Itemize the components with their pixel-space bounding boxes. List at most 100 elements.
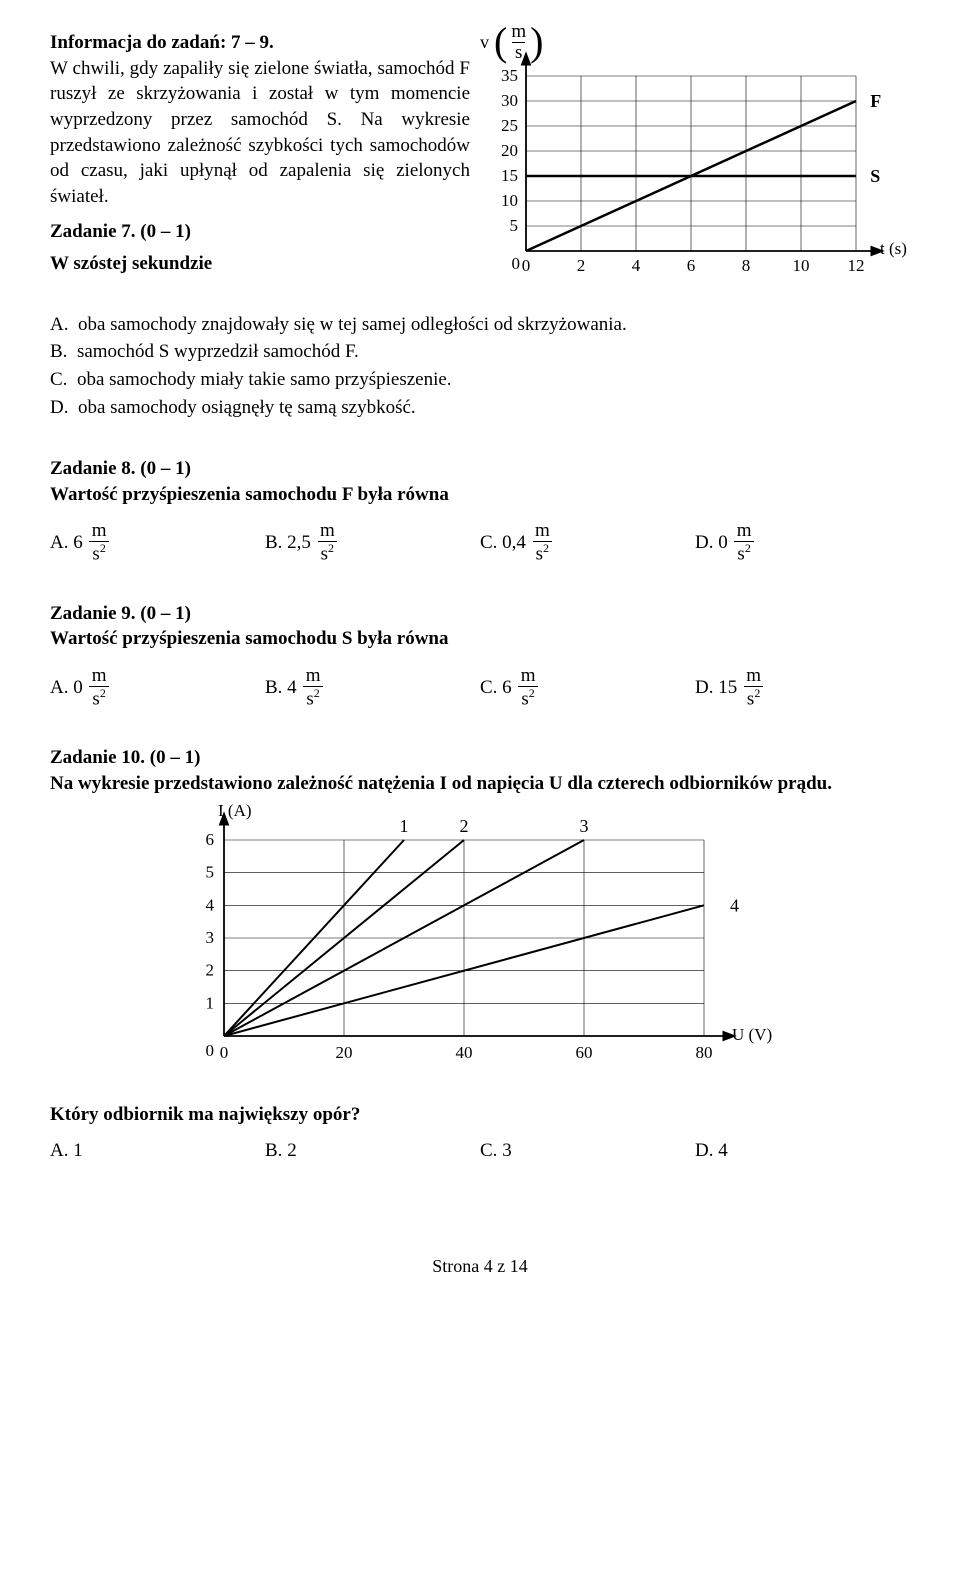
svg-text:4: 4 bbox=[632, 256, 641, 275]
task7-d-text: oba samochody osiągnęły tę samą szybkość… bbox=[78, 397, 416, 418]
t10-ld: D. bbox=[695, 1140, 713, 1161]
svg-text:4: 4 bbox=[206, 896, 215, 915]
task10-opt-a: A. 1 bbox=[50, 1138, 265, 1164]
svg-text:0: 0 bbox=[220, 1043, 229, 1062]
task7-answer-a: A. oba samochody znajdowały się w tej sa… bbox=[50, 312, 910, 338]
svg-text:80: 80 bbox=[696, 1043, 713, 1062]
t10-c: 3 bbox=[502, 1140, 512, 1161]
svg-text:5: 5 bbox=[510, 216, 519, 235]
svg-text:25: 25 bbox=[501, 116, 518, 135]
chart1-y-var: v bbox=[480, 30, 489, 54]
task9-opt-c: C. 6 ms2 bbox=[480, 666, 695, 709]
svg-text:20: 20 bbox=[336, 1043, 353, 1062]
task8-opt-c: C. 0,4ms2 bbox=[480, 521, 695, 564]
chart1-container: v ( m s ) 02468101251015202530350FSt (s) bbox=[480, 30, 910, 298]
svg-text:35: 35 bbox=[501, 66, 518, 85]
task9-label-b: B. 4 bbox=[265, 675, 297, 701]
task7-answer-b: B. samochód S wyprzedził samochód F. bbox=[50, 339, 910, 365]
chart1-svg: 02468101251015202530350FSt (s) bbox=[480, 30, 910, 290]
t10-lb: B. bbox=[265, 1140, 282, 1161]
task10-block: Zadanie 10. (0 – 1) Na wykresie przedsta… bbox=[50, 745, 910, 1164]
task8-opt-a: A. 6 ms2 bbox=[50, 521, 265, 564]
svg-text:15: 15 bbox=[501, 166, 518, 185]
chart1-y-axis-label: v ( m s ) bbox=[480, 22, 544, 63]
svg-text:1: 1 bbox=[206, 994, 215, 1013]
intro-and-chart: Informacja do zadań: 7 – 9. W chwili, gd… bbox=[50, 30, 910, 298]
svg-text:5: 5 bbox=[206, 863, 215, 882]
label-d: D. bbox=[50, 397, 68, 418]
task9-label-d: D. 15 bbox=[695, 675, 737, 701]
svg-text:0: 0 bbox=[206, 1041, 215, 1060]
task9-label-c: C. 6 bbox=[480, 675, 512, 701]
left-paren-icon: ( bbox=[494, 22, 507, 62]
task9-label-a: A. 0 bbox=[50, 675, 83, 701]
task7-a-text: oba samochody znajdowały się w tej samej… bbox=[78, 314, 627, 335]
task8-stem: Wartość przyśpieszenia samochodu F była … bbox=[50, 482, 910, 508]
task9-options: A. 0 ms2 B. 4 ms2 C. 6 ms2 D. 15 ms2 bbox=[50, 666, 910, 709]
task8-options: A. 6ms2B. 2,5ms2C. 0,4ms2D. 0ms2 bbox=[50, 521, 910, 564]
task9-block: Zadanie 9. (0 – 1) Wartość przyśpieszeni… bbox=[50, 601, 910, 709]
chart1-y-num: m bbox=[508, 22, 529, 42]
right-paren-icon: ) bbox=[530, 22, 543, 62]
svg-text:I (A): I (A) bbox=[218, 804, 252, 820]
task10-opt-d: D. 4 bbox=[695, 1138, 910, 1164]
svg-text:2: 2 bbox=[460, 816, 469, 836]
chart1-y-unit-frac: m s bbox=[508, 22, 529, 63]
svg-text:8: 8 bbox=[742, 256, 751, 275]
chart2-svg: 02040608012345601234I (A)U (V) bbox=[180, 804, 780, 1084]
task9-title: Zadanie 9. (0 – 1) bbox=[50, 601, 910, 627]
task10-stem: Na wykresie przedstawiono zależność natę… bbox=[50, 771, 910, 797]
task7-stem: W szóstej sekundzie bbox=[50, 251, 470, 277]
label-c: C. bbox=[50, 369, 67, 390]
svg-text:60: 60 bbox=[576, 1043, 593, 1062]
svg-text:S: S bbox=[870, 166, 880, 186]
task8-unit-b: ms2 bbox=[317, 521, 338, 564]
chart1-y-den: s bbox=[512, 42, 525, 63]
label-a: A. bbox=[50, 314, 68, 335]
task8-unit-d: ms2 bbox=[734, 521, 755, 564]
svg-text:U (V): U (V) bbox=[732, 1025, 772, 1044]
task9-stem: Wartość przyśpieszenia samochodu S była … bbox=[50, 626, 910, 652]
task10-opt-b: B. 2 bbox=[265, 1138, 480, 1164]
svg-text:10: 10 bbox=[501, 191, 518, 210]
task8-block: Zadanie 8. (0 – 1) Wartość przyśpieszeni… bbox=[50, 456, 910, 564]
intro-text-block: Informacja do zadań: 7 – 9. W chwili, gd… bbox=[50, 30, 470, 298]
t10-d: 4 bbox=[718, 1140, 728, 1161]
svg-text:t (s): t (s) bbox=[880, 239, 907, 258]
task8-label-a: A. 6 bbox=[50, 530, 83, 556]
svg-text:10: 10 bbox=[793, 256, 810, 275]
intro-title: Informacja do zadań: 7 – 9. bbox=[50, 30, 470, 56]
intro-body: W chwili, gdy zapaliły się zielone świat… bbox=[50, 56, 470, 210]
page-footer: Strona 4 z 14 bbox=[50, 1254, 910, 1278]
task8-label-b: B. 2,5 bbox=[265, 530, 311, 556]
svg-text:2: 2 bbox=[206, 961, 215, 980]
t10-a: 1 bbox=[73, 1140, 83, 1161]
task10-opt-c: C. 3 bbox=[480, 1138, 695, 1164]
t10-b: 2 bbox=[287, 1140, 297, 1161]
task9-unit-b: ms2 bbox=[303, 666, 324, 709]
svg-text:4: 4 bbox=[730, 896, 739, 916]
svg-text:2: 2 bbox=[577, 256, 586, 275]
task9-unit-c: ms2 bbox=[518, 666, 539, 709]
task8-opt-d: D. 0ms2 bbox=[695, 521, 910, 564]
task8-unit-a: ms2 bbox=[89, 521, 110, 564]
svg-text:12: 12 bbox=[848, 256, 865, 275]
task7-c-text: oba samochody miały takie samo przyśpies… bbox=[77, 369, 452, 390]
svg-text:30: 30 bbox=[501, 91, 518, 110]
task8-title: Zadanie 8. (0 – 1) bbox=[50, 456, 910, 482]
task7-answer-c: C. oba samochody miały takie samo przyśp… bbox=[50, 367, 910, 393]
svg-text:6: 6 bbox=[687, 256, 696, 275]
svg-text:6: 6 bbox=[206, 830, 215, 849]
task7-b-text: samochód S wyprzedził samochód F. bbox=[77, 341, 359, 362]
svg-text:3: 3 bbox=[580, 816, 589, 836]
task9-opt-d: D. 15 ms2 bbox=[695, 666, 910, 709]
task7-answer-d: D. oba samochody osiągnęły tę samą szybk… bbox=[50, 395, 910, 421]
label-b: B. bbox=[50, 341, 67, 362]
svg-text:F: F bbox=[870, 91, 881, 111]
task9-unit-d: ms2 bbox=[743, 666, 764, 709]
task10-question: Który odbiornik ma największy opór? bbox=[50, 1102, 910, 1128]
task8-opt-b: B. 2,5 ms2 bbox=[265, 521, 480, 564]
task8-unit-c: ms2 bbox=[532, 521, 553, 564]
svg-text:40: 40 bbox=[456, 1043, 473, 1062]
task9-unit-a: ms2 bbox=[89, 666, 110, 709]
